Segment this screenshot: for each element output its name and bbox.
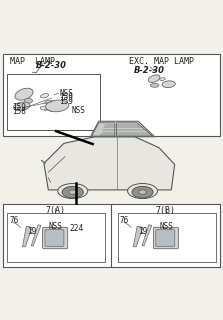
Ellipse shape (139, 190, 147, 194)
Bar (3, 54, 220, 136)
Ellipse shape (132, 186, 153, 198)
Polygon shape (23, 226, 32, 247)
Text: B-2-30: B-2-30 (36, 61, 67, 70)
Ellipse shape (40, 93, 49, 98)
Bar (7, 74, 100, 130)
Polygon shape (92, 123, 115, 136)
Text: NSS: NSS (48, 222, 62, 231)
Polygon shape (91, 121, 155, 137)
Ellipse shape (14, 102, 30, 111)
Text: 159: 159 (12, 103, 26, 112)
Text: 159: 159 (59, 97, 73, 106)
Bar (3, 204, 220, 268)
Bar (118, 213, 216, 262)
FancyBboxPatch shape (153, 227, 178, 249)
Text: 158: 158 (12, 107, 26, 116)
Text: 224: 224 (69, 224, 84, 233)
Text: 7(A): 7(A) (45, 206, 65, 215)
Polygon shape (133, 226, 143, 247)
Text: MAP  LAMP: MAP LAMP (10, 57, 55, 66)
FancyBboxPatch shape (156, 230, 175, 246)
Ellipse shape (148, 75, 160, 83)
Ellipse shape (62, 186, 83, 198)
Text: 19: 19 (138, 227, 147, 236)
FancyBboxPatch shape (43, 227, 68, 249)
Text: 159: 159 (59, 93, 73, 102)
Polygon shape (44, 137, 175, 190)
Polygon shape (116, 123, 153, 136)
Ellipse shape (162, 81, 175, 88)
FancyBboxPatch shape (45, 230, 64, 246)
Ellipse shape (58, 183, 88, 199)
Polygon shape (31, 225, 41, 246)
Ellipse shape (15, 88, 33, 100)
Ellipse shape (40, 106, 49, 110)
Ellipse shape (69, 190, 76, 194)
Text: NSS: NSS (72, 106, 85, 115)
Bar (7, 213, 105, 262)
Polygon shape (142, 225, 152, 246)
Text: 76: 76 (120, 216, 129, 226)
Text: 7(B): 7(B) (156, 206, 176, 215)
Text: 19: 19 (27, 227, 36, 236)
Ellipse shape (45, 100, 53, 104)
Ellipse shape (151, 83, 159, 87)
Text: 76: 76 (9, 216, 18, 226)
Text: NSS: NSS (159, 222, 173, 231)
Ellipse shape (24, 98, 33, 103)
Text: NSS: NSS (59, 89, 73, 98)
Ellipse shape (46, 100, 69, 112)
Ellipse shape (160, 78, 165, 81)
Text: B-2-30: B-2-30 (134, 66, 165, 75)
Text: EXC. MAP LAMP: EXC. MAP LAMP (129, 57, 194, 66)
Ellipse shape (128, 183, 157, 199)
